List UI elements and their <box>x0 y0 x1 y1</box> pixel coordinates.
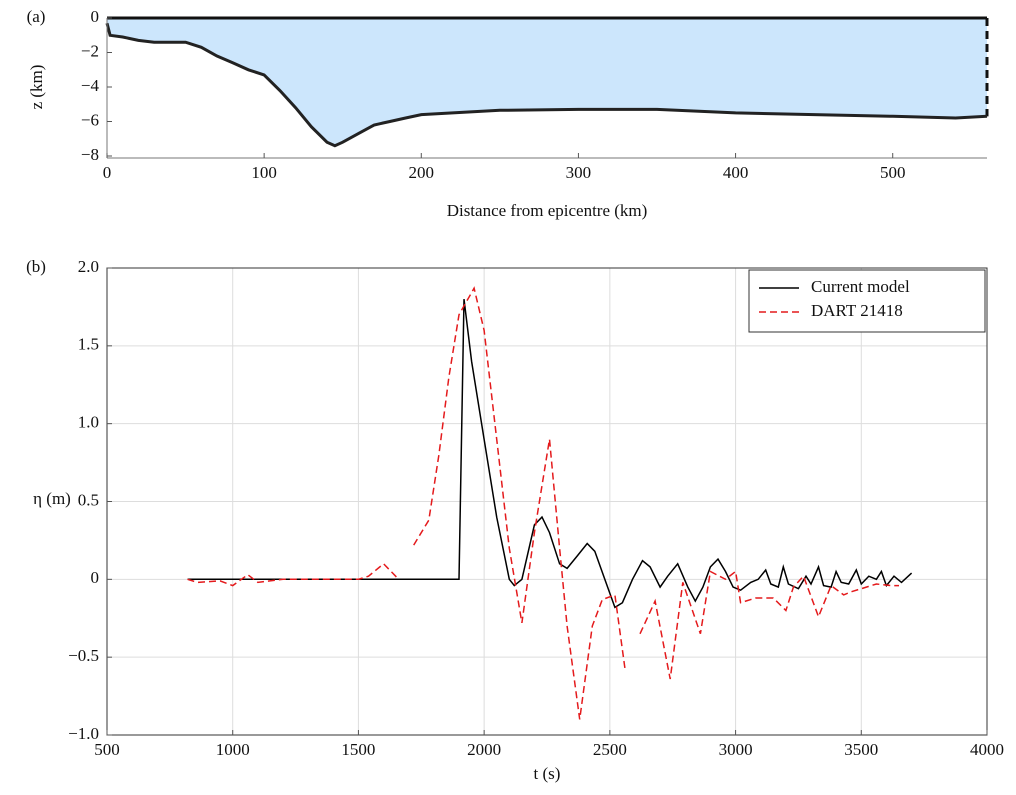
y-tick-label: 0.5 <box>78 490 99 509</box>
y-tick-label: −1.0 <box>68 724 99 743</box>
y-axis-label: z (km) <box>27 65 46 110</box>
series-line <box>187 299 913 609</box>
legend-box <box>748 269 986 333</box>
y-tick-label: −4 <box>81 76 100 95</box>
water-area <box>107 18 987 146</box>
y-tick-label: −2 <box>81 41 99 60</box>
x-tick-label: 2500 <box>593 740 627 759</box>
seabed-line <box>105 22 988 148</box>
x-tick-label: 2000 <box>467 740 501 759</box>
y-tick-label: 0 <box>91 7 100 26</box>
y-tick-label: −8 <box>81 145 99 164</box>
x-tick-label: 400 <box>723 163 749 182</box>
y-tick-label: −0.5 <box>68 646 99 665</box>
x-tick-label: 100 <box>251 163 277 182</box>
x-axis-label: t (s) <box>534 764 561 783</box>
y-tick-label: 1.0 <box>78 413 99 432</box>
series-line <box>187 286 899 720</box>
y-axis-label: η (m) <box>33 489 71 508</box>
x-tick-label: 1500 <box>341 740 375 759</box>
x-tick-label: 0 <box>103 163 112 182</box>
x-tick-label: 1000 <box>216 740 250 759</box>
x-tick-label: 200 <box>409 163 435 182</box>
x-tick-label: 3500 <box>844 740 878 759</box>
y-tick-label: −6 <box>81 110 99 129</box>
y-tick-label: 2.0 <box>78 257 99 276</box>
x-tick-label: 500 <box>880 163 906 182</box>
legend-label: Current model <box>811 277 910 296</box>
x-tick-label: 4000 <box>970 740 1004 759</box>
panel-label: (a) <box>27 7 46 26</box>
y-tick-label: 1.5 <box>78 335 99 354</box>
y-tick-label: 0 <box>91 568 100 587</box>
x-tick-label: 500 <box>94 740 120 759</box>
x-tick-label: 3000 <box>719 740 753 759</box>
legend-label: DART 21418 <box>811 301 903 320</box>
panel-label: (b) <box>26 257 46 276</box>
x-tick-label: 300 <box>566 163 592 182</box>
x-axis-label: Distance from epicentre (km) <box>447 201 648 220</box>
